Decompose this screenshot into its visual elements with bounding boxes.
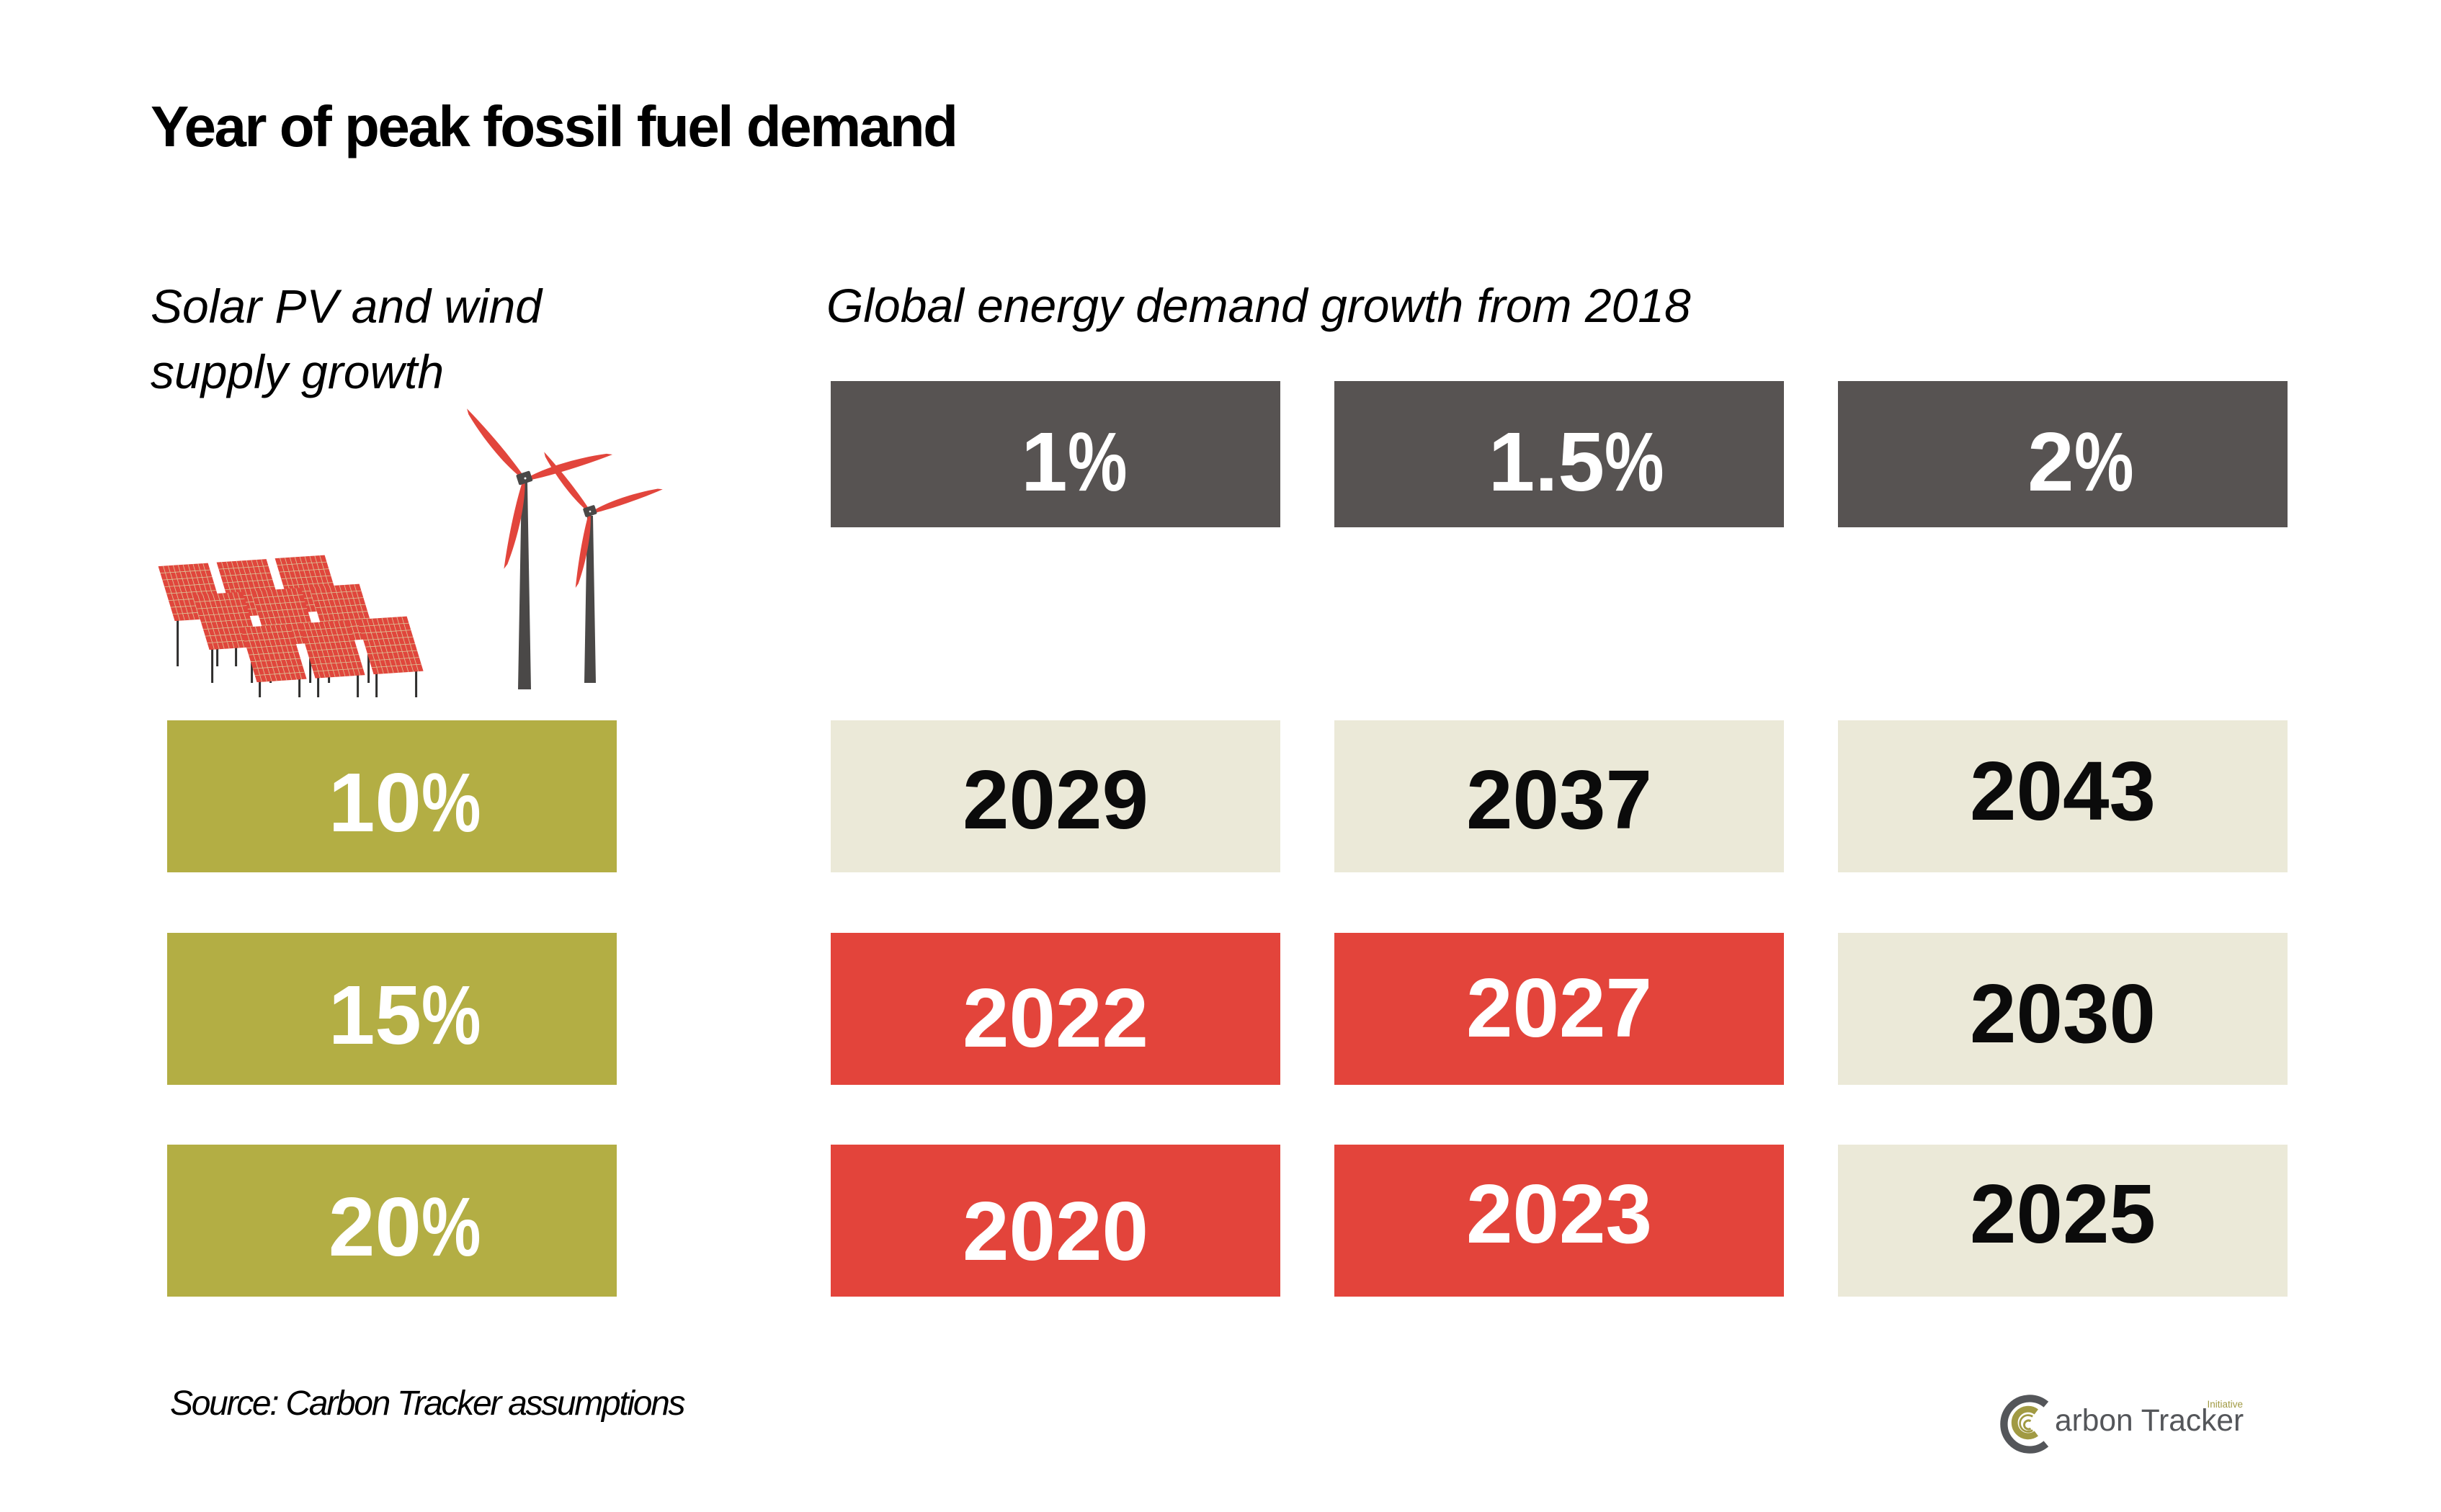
svg-text:Initiative: Initiative — [2207, 1399, 2243, 1410]
svg-text:arbon Tracker: arbon Tracker — [2055, 1404, 2244, 1438]
